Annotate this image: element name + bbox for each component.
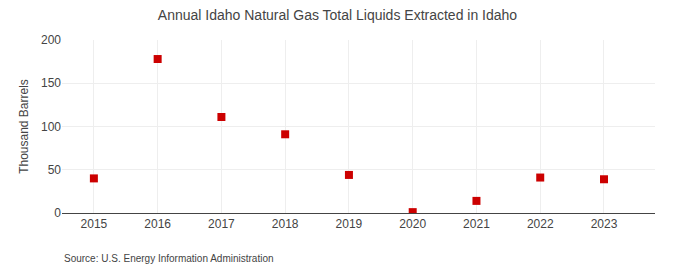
svg-text:2016: 2016 bbox=[144, 217, 171, 231]
svg-text:Source: U.S. Energy Informatio: Source: U.S. Energy Information Administ… bbox=[64, 253, 274, 264]
svg-text:2022: 2022 bbox=[527, 217, 554, 231]
svg-text:100: 100 bbox=[41, 120, 61, 134]
svg-text:2020: 2020 bbox=[399, 217, 426, 231]
svg-text:2015: 2015 bbox=[81, 217, 108, 231]
svg-text:2023: 2023 bbox=[591, 217, 618, 231]
svg-text:Annual Idaho Natural Gas Total: Annual Idaho Natural Gas Total Liquids E… bbox=[158, 7, 518, 23]
svg-text:0: 0 bbox=[54, 206, 61, 220]
svg-text:50: 50 bbox=[48, 163, 62, 177]
svg-text:2021: 2021 bbox=[463, 217, 490, 231]
svg-text:2017: 2017 bbox=[208, 217, 235, 231]
svg-text:2018: 2018 bbox=[272, 217, 299, 231]
svg-text:200: 200 bbox=[41, 33, 61, 47]
svg-text:Thousand Barrels: Thousand Barrels bbox=[17, 79, 31, 174]
svg-text:2019: 2019 bbox=[336, 217, 363, 231]
svg-text:150: 150 bbox=[41, 76, 61, 90]
